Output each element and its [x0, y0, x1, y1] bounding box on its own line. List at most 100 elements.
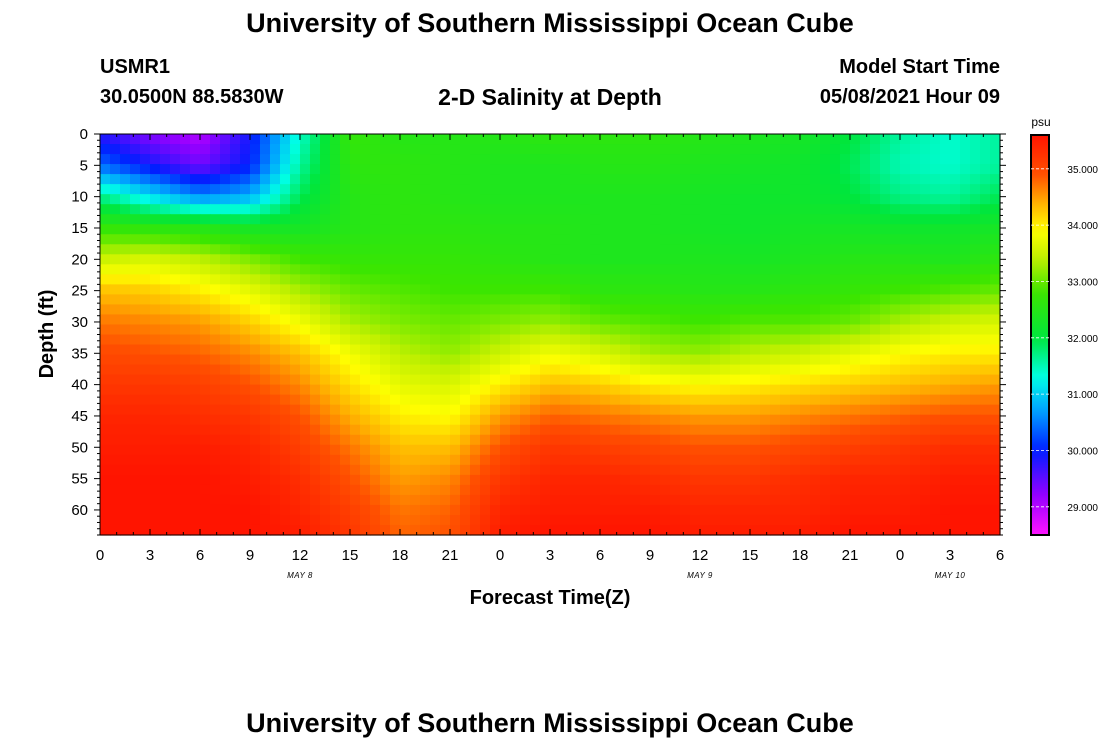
heatmap-cell [100, 214, 111, 225]
heatmap-cell [870, 234, 881, 245]
heatmap-cell [400, 424, 411, 436]
heatmap-cell [560, 384, 571, 396]
heatmap-cell [750, 334, 761, 346]
heatmap-cell [770, 144, 781, 155]
heatmap-cell [500, 164, 511, 175]
heatmap-cell [360, 454, 371, 466]
heatmap-cell [180, 464, 191, 476]
heatmap-cell [660, 154, 671, 165]
heatmap-cell [680, 204, 691, 215]
heatmap-cell [950, 524, 961, 536]
heatmap-cell [130, 404, 141, 416]
heatmap-cell [940, 224, 951, 235]
heatmap-cell [310, 394, 321, 406]
heatmap-cell [560, 484, 571, 496]
heatmap-cell [480, 184, 491, 195]
heatmap-cell [730, 444, 741, 456]
heatmap-cell [390, 304, 401, 316]
heatmap-cell [760, 324, 771, 336]
heatmap-cell [850, 504, 861, 516]
heatmap-cell [460, 314, 471, 326]
heatmap-cell [950, 344, 961, 356]
heatmap-cell [150, 354, 161, 366]
heatmap-cell [780, 324, 791, 336]
heatmap-cell [590, 284, 601, 296]
heatmap-cell [390, 134, 401, 145]
heatmap-cell [500, 324, 511, 336]
heatmap-cell [630, 474, 641, 486]
heatmap-cell [510, 454, 521, 466]
heatmap-cell [220, 404, 231, 416]
heatmap-cell [750, 474, 761, 486]
heatmap-cell [230, 484, 241, 496]
y-tick-label: 35 [71, 345, 88, 362]
heatmap-cell [980, 134, 991, 145]
heatmap-cell [220, 184, 231, 195]
heatmap-cell [540, 324, 551, 336]
heatmap-cell [550, 244, 561, 255]
heatmap-cell [190, 474, 201, 486]
heatmap-cell [390, 174, 401, 185]
heatmap-cell [540, 494, 551, 506]
heatmap-cell [890, 214, 901, 225]
heatmap-cell [200, 314, 211, 326]
heatmap-cell [210, 154, 221, 165]
heatmap-cell [310, 464, 321, 476]
heatmap-cell [540, 134, 551, 145]
heatmap-cell [620, 254, 631, 265]
heatmap-cell [280, 454, 291, 466]
heatmap-cell [950, 444, 961, 456]
heatmap-cell [400, 364, 411, 376]
heatmap-cell [740, 434, 751, 446]
heatmap-cell [330, 374, 341, 386]
heatmap-cell [610, 374, 621, 386]
heatmap-cell [240, 134, 251, 145]
heatmap-cell [900, 254, 911, 265]
heatmap-cell [400, 494, 411, 506]
heatmap-cell [160, 304, 171, 316]
heatmap-cell [700, 284, 711, 296]
heatmap-cell [830, 194, 841, 205]
heatmap-cell [120, 404, 131, 416]
heatmap-cell [860, 494, 871, 506]
heatmap-cell [980, 384, 991, 396]
heatmap-cell [490, 194, 501, 205]
heatmap-cell [710, 334, 721, 346]
heatmap-cell [510, 394, 521, 406]
heatmap-cell [140, 284, 151, 296]
colorbar-ticks: 29.00030.00031.00032.00033.00034.00035.0… [1031, 165, 1098, 514]
heatmap-cell [970, 434, 981, 446]
heatmap-cell [680, 354, 691, 366]
heatmap-cell [200, 294, 211, 306]
heatmap-cell [590, 424, 601, 436]
heatmap-cell [840, 224, 851, 235]
heatmap-cell [790, 524, 801, 536]
heatmap-cell [330, 454, 341, 466]
heatmap-cell [630, 164, 641, 175]
heatmap-cell [520, 384, 531, 396]
heatmap-cell [150, 164, 161, 175]
heatmap-cell [970, 334, 981, 346]
heatmap-cell [670, 204, 681, 215]
heatmap-cell [880, 144, 891, 155]
heatmap-cell [850, 134, 861, 145]
heatmap-cell [420, 214, 431, 225]
heatmap-cell [470, 314, 481, 326]
heatmap-cell [630, 464, 641, 476]
heatmap-cell [420, 444, 431, 456]
heatmap-cell [390, 284, 401, 296]
heatmap-cell [790, 384, 801, 396]
heatmap-cell [930, 184, 941, 195]
heatmap-cell [390, 144, 401, 155]
heatmap-cell [370, 284, 381, 296]
heatmap-cell [500, 334, 511, 346]
heatmap-cell [750, 214, 761, 225]
heatmap-cell [410, 524, 421, 536]
heatmap-cell [550, 474, 561, 486]
heatmap-cell [830, 454, 841, 466]
heatmap-cell [390, 444, 401, 456]
heatmap-cell [730, 464, 741, 476]
heatmap-cell [590, 484, 601, 496]
heatmap-cell [350, 284, 361, 296]
heatmap-cell [870, 424, 881, 436]
